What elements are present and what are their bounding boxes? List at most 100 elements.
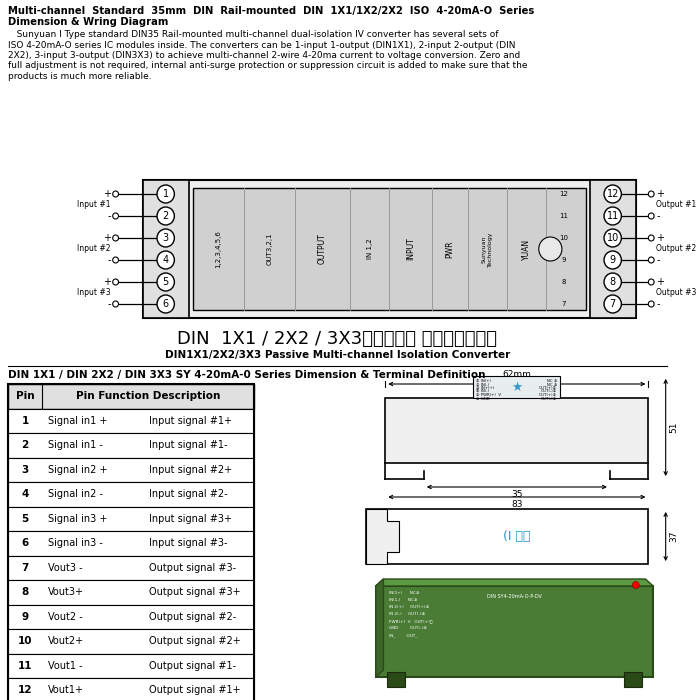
Text: OUT(+)③: OUT(+)③	[539, 393, 557, 397]
Circle shape	[157, 207, 174, 225]
Bar	[8, 507, 254, 531]
Bar	[8, 556, 254, 580]
Text: Output signal #3+: Output signal #3+	[149, 587, 241, 597]
Bar	[473, 376, 560, 398]
Text: OUTPUT: OUTPUT	[318, 234, 327, 265]
Text: Output signal #1-: Output signal #1-	[149, 661, 237, 671]
Text: Input signal #2-: Input signal #2-	[149, 489, 228, 499]
Text: Output signal #1+: Output signal #1+	[149, 685, 241, 695]
Text: -: -	[107, 299, 111, 309]
Circle shape	[113, 235, 118, 241]
Text: +: +	[656, 277, 664, 287]
Text: Sunyuan
Technology: Sunyuan Technology	[482, 231, 493, 267]
Text: DIN  1X1 / 2X2 / 3X3（无源型） 多路隔离转换器: DIN 1X1 / 2X2 / 3X3（无源型） 多路隔离转换器	[177, 330, 497, 348]
Text: +: +	[103, 277, 111, 287]
Text: 2: 2	[162, 211, 169, 221]
Text: (I 型）: (I 型）	[503, 530, 531, 543]
Text: Signal in3 -: Signal in3 -	[48, 538, 103, 548]
Bar	[8, 384, 254, 409]
Text: -: -	[107, 255, 111, 265]
Text: +: +	[656, 233, 664, 243]
Text: Output #3: Output #3	[656, 288, 696, 297]
Text: Sunyuan I Type standard DIN35 Rail-mounted multi-channel dual-isolation IV conve: Sunyuan I Type standard DIN35 Rail-mount…	[8, 30, 498, 39]
Text: +: +	[103, 189, 111, 199]
Circle shape	[157, 229, 174, 247]
Text: 4: 4	[22, 489, 29, 499]
Text: Signal in2 +: Signal in2 +	[48, 465, 108, 475]
Circle shape	[157, 185, 174, 203]
Text: 51: 51	[669, 421, 678, 433]
Text: ④ IN(-): ④ IN(-)	[477, 389, 489, 393]
Text: Input #2: Input #2	[77, 244, 111, 253]
Bar	[385, 398, 648, 463]
Text: Pin Function Description: Pin Function Description	[76, 391, 220, 401]
Text: OUT(+)⑤: OUT(+)⑤	[539, 386, 557, 390]
Text: Dimension & Wring Diagram: Dimension & Wring Diagram	[8, 17, 168, 27]
Text: Input signal #1-: Input signal #1-	[149, 440, 228, 450]
Bar	[8, 433, 254, 458]
Circle shape	[113, 257, 118, 263]
Text: OUT(-)⑤: OUT(-)⑤	[541, 389, 557, 393]
Text: -: -	[656, 211, 659, 221]
Text: 12: 12	[560, 191, 568, 197]
Text: 8: 8	[610, 277, 616, 287]
Bar	[8, 482, 254, 507]
Text: 9: 9	[610, 255, 616, 265]
Text: NC ⑨: NC ⑨	[547, 382, 557, 386]
Text: IN_         OUT_: IN_ OUT_	[389, 633, 418, 637]
Text: -: -	[656, 299, 659, 309]
Bar	[8, 384, 254, 700]
Text: 1,2,3,4,5,6: 1,2,3,4,5,6	[215, 230, 221, 268]
Text: 12: 12	[606, 189, 619, 199]
Text: 4: 4	[162, 255, 169, 265]
Text: 11: 11	[559, 213, 568, 219]
Text: ⑤ PWR(+)  V: ⑤ PWR(+) V	[477, 393, 501, 397]
Bar	[589, 180, 636, 318]
Text: Pin: Pin	[15, 391, 34, 401]
Text: 2: 2	[22, 440, 29, 450]
Text: 1: 1	[22, 416, 29, 426]
Text: Input signal #3-: Input signal #3-	[149, 538, 228, 548]
Polygon shape	[366, 509, 399, 564]
Circle shape	[604, 273, 622, 291]
Text: GND         OUT(-)⑩: GND OUT(-)⑩	[389, 626, 427, 630]
Bar	[376, 586, 653, 677]
Text: 83: 83	[511, 500, 523, 509]
Circle shape	[157, 251, 174, 269]
Text: 1: 1	[162, 189, 169, 199]
Text: DIN SY4-20mA-O-P-DV: DIN SY4-20mA-O-P-DV	[487, 594, 542, 599]
Bar	[193, 188, 586, 310]
Text: 10: 10	[559, 235, 568, 241]
Text: ⑥ GND: ⑥ GND	[477, 396, 490, 400]
Text: 10: 10	[607, 233, 619, 243]
Text: Input signal #3+: Input signal #3+	[149, 514, 232, 524]
Circle shape	[113, 279, 118, 285]
Text: ③ IN+(+): ③ IN+(+)	[477, 386, 495, 390]
Text: IN(1-)      NC⑨: IN(1-) NC⑨	[389, 598, 418, 602]
Text: DIN 1X1 / DIN 2X2 / DIN 3X3 SY 4-20mA-0 Series Dimension & Terminal Definition: DIN 1X1 / DIN 2X2 / DIN 3X3 SY 4-20mA-0 …	[8, 370, 485, 380]
Text: -: -	[656, 255, 659, 265]
Text: full adjustment is not required, internal anti-surge protection or suppression c: full adjustment is not required, interna…	[8, 62, 527, 71]
Text: 7: 7	[22, 563, 29, 573]
Circle shape	[604, 185, 622, 203]
Circle shape	[604, 207, 622, 225]
Text: Input #3: Input #3	[77, 288, 111, 297]
Text: 7: 7	[562, 301, 566, 307]
Text: 2X2), 3-input 3-output (DIN3X3) to achieve multi-channel 2-wire 4-20ma current t: 2X2), 3-input 3-output (DIN3X3) to achie…	[8, 51, 520, 60]
Text: NC ⑨: NC ⑨	[547, 379, 557, 383]
Bar	[387, 672, 405, 687]
Circle shape	[157, 295, 174, 313]
Text: 9: 9	[562, 257, 566, 263]
Text: IN 2(-)     OUT(-)⑧: IN 2(-) OUT(-)⑧	[389, 612, 426, 616]
Text: 9: 9	[22, 612, 29, 622]
Text: ★: ★	[511, 381, 522, 393]
Text: -: -	[107, 211, 111, 221]
Text: 35: 35	[511, 490, 523, 499]
Circle shape	[113, 213, 118, 219]
Circle shape	[604, 229, 622, 247]
Text: 37: 37	[669, 531, 678, 542]
Bar	[8, 409, 254, 433]
Text: +: +	[656, 189, 664, 199]
Bar	[624, 672, 642, 687]
Text: 10: 10	[18, 636, 32, 646]
